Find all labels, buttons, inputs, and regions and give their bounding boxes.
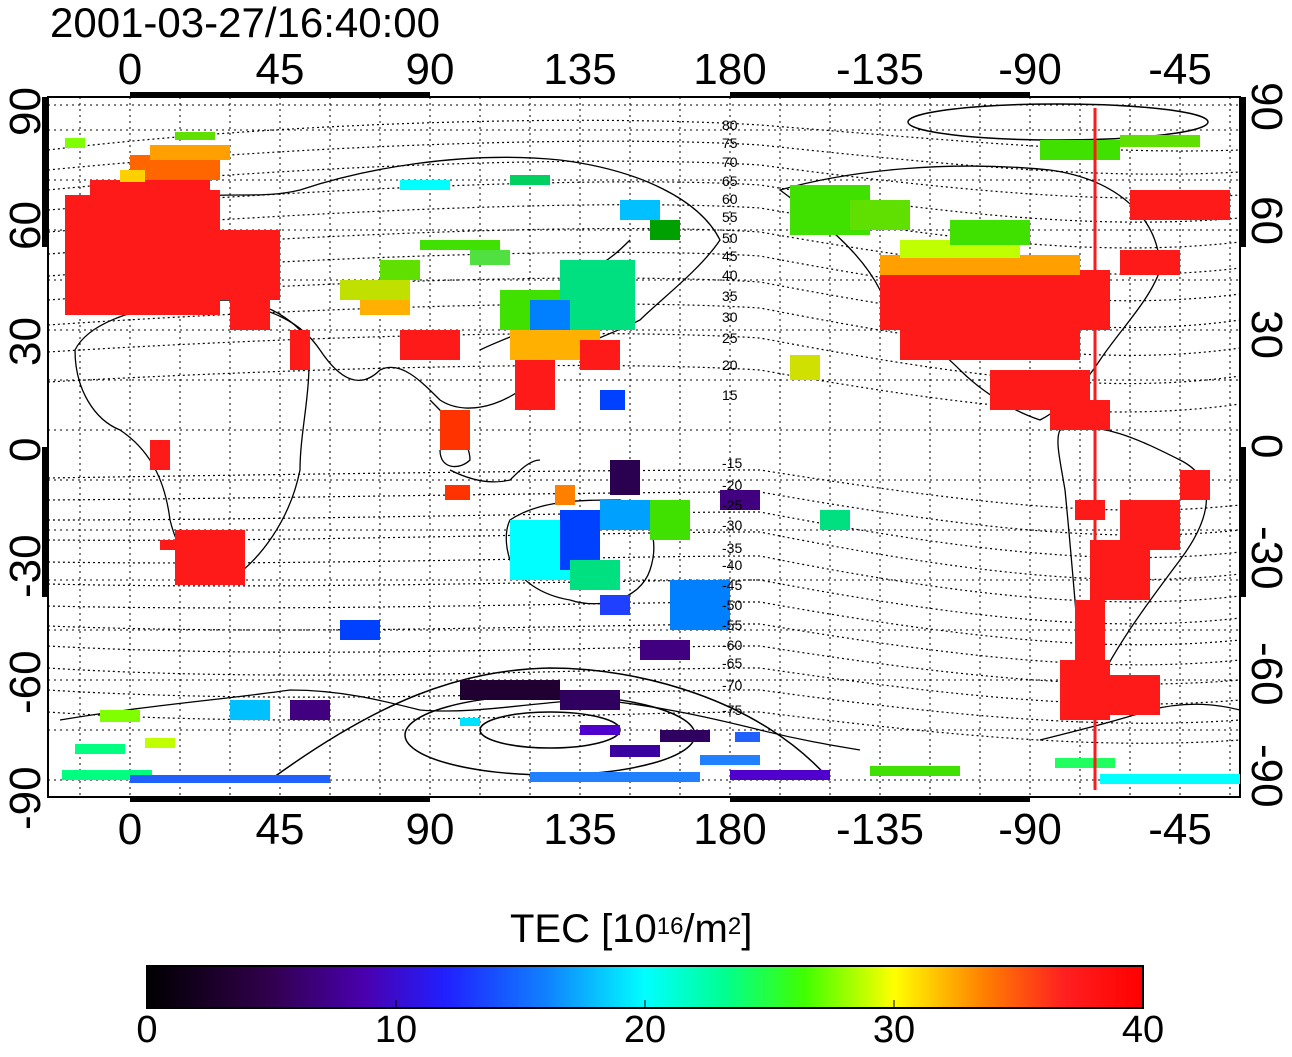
contour-label: 30 [722, 309, 738, 325]
lon-tick-top: 0 [117, 45, 143, 94]
lon-tick-top: 135 [543, 45, 617, 94]
contour-label: 60 [722, 191, 738, 207]
lat-tick-right: -30 [1242, 526, 1291, 590]
contour-label: 65 [722, 173, 738, 189]
colorbar-tick-label: 40 [1121, 1009, 1165, 1051]
contour-label: -65 [722, 655, 742, 671]
contour-label: -45 [722, 577, 742, 593]
lat-tick-right: -60 [1242, 642, 1291, 706]
magnetic-latitude-contours [47, 119, 1241, 744]
contour-label: -70 [722, 677, 742, 693]
colorbar-tick-label: 0 [136, 1009, 158, 1051]
lat-tick-left: -60 [1, 650, 50, 714]
lon-tick-bottom: -90 [998, 805, 1062, 854]
contour-label: 15 [722, 387, 738, 403]
contour-label: 20 [722, 357, 738, 373]
tec-data-cells [62, 132, 1240, 784]
lat-tick-right: 90 [1242, 82, 1291, 131]
contour-label: -30 [722, 517, 742, 533]
lat-tick-left: 30 [1, 317, 50, 366]
lon-tick-top: -90 [998, 45, 1062, 94]
contour-label: -15 [722, 455, 742, 471]
lat-tick-left: 0 [1, 437, 50, 462]
colorbar [146, 965, 1144, 1009]
lat-tick-right: 30 [1242, 310, 1291, 359]
lon-tick-bottom: -45 [1148, 805, 1212, 854]
lon-tick-bottom: 135 [543, 805, 617, 854]
lon-tick-top: 90 [405, 45, 455, 94]
lon-tick-bottom: 180 [693, 805, 767, 854]
lat-tick-right: -90 [1242, 744, 1291, 808]
contour-label: -35 [722, 540, 742, 556]
lon-tick-top: -45 [1148, 45, 1212, 94]
lat-tick-left: -90 [1, 766, 50, 830]
lat-tick-left: 90 [1, 87, 50, 136]
lon-tick-bottom: 90 [405, 805, 455, 854]
timestamp-title: 2001-03-27/16:40:00 [50, 0, 440, 46]
lon-tick-bottom: -135 [835, 805, 925, 854]
contour-label: -55 [722, 617, 742, 633]
lon-tick-top: -135 [835, 45, 925, 94]
contour-label: -60 [722, 637, 742, 653]
contour-label: -50 [722, 597, 742, 613]
lon-tick-top: 45 [255, 45, 305, 94]
contour-label: -75 [722, 702, 742, 718]
contour-label: -25 [722, 497, 742, 513]
colorbar-tick-label: 30 [872, 1009, 916, 1051]
contour-label: 70 [722, 154, 738, 170]
lon-tick-bottom: 45 [255, 805, 305, 854]
colorbar-title: TEC [1016/m2] [510, 907, 753, 951]
lat-tick-left: -30 [1, 534, 50, 598]
lat-tick-right: 60 [1242, 196, 1291, 245]
lat-tick-right: 0 [1242, 434, 1291, 459]
contour-labels: 80 75 70 65 60 55 50 45 40 35 30 25 20 15 -15 -20 -25 -30… [722, 117, 742, 718]
contour-label: 55 [722, 209, 738, 225]
contour-label: 80 [722, 117, 738, 133]
contour-label: 45 [722, 248, 738, 264]
contour-label: 50 [722, 230, 738, 246]
colorbar-tick-label: 10 [374, 1009, 418, 1051]
colorbar-tick-label: 20 [623, 1009, 667, 1051]
contour-label: -40 [722, 557, 742, 573]
contour-label: 40 [722, 267, 738, 283]
contour-label: 75 [722, 135, 738, 151]
contour-label: 35 [722, 288, 738, 304]
contour-label: -20 [722, 477, 742, 493]
contour-label: 25 [722, 330, 738, 346]
lon-tick-bottom: 0 [117, 805, 143, 854]
lon-tick-top: 180 [693, 45, 767, 94]
lat-tick-left: 60 [1, 201, 50, 250]
